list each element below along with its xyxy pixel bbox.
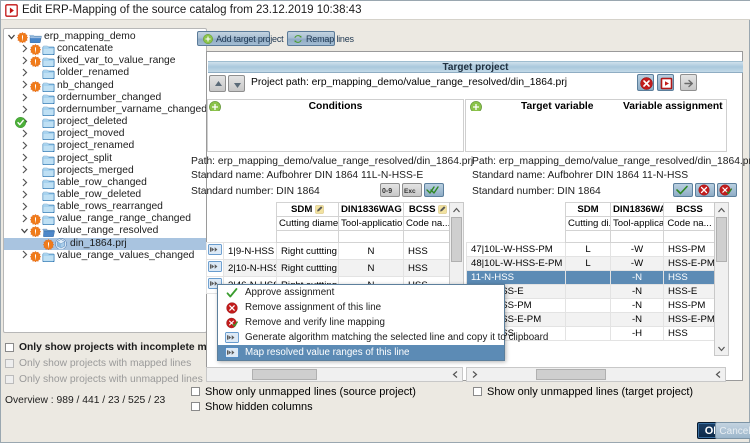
svg-text:Exc: Exc xyxy=(404,188,416,195)
svg-text:0-9: 0-9 xyxy=(382,188,392,195)
